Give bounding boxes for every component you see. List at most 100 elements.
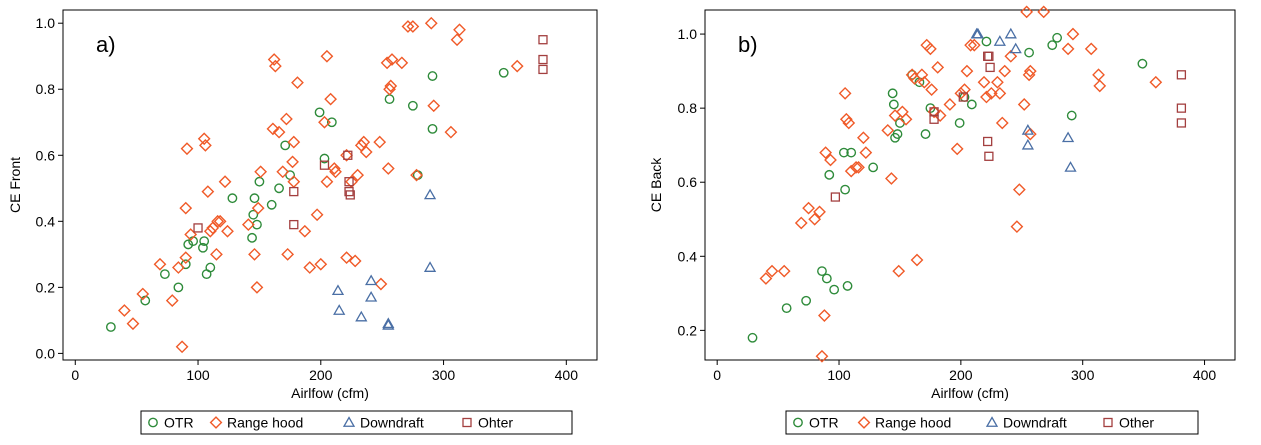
data-point (998, 64, 1012, 78)
data-point (980, 90, 993, 104)
data-point (1084, 42, 1098, 56)
data-point (276, 165, 290, 179)
y-axis-title: CE Back (648, 157, 664, 212)
data-point (1017, 98, 1031, 111)
data-point (840, 184, 851, 195)
legend-box (785, 410, 1199, 435)
data-point (310, 208, 324, 222)
y-tick-label: 0.2 (36, 279, 56, 295)
data-point (925, 83, 939, 97)
data-point (808, 212, 822, 226)
data-point (781, 303, 792, 314)
data-point (917, 75, 931, 89)
data-point (765, 264, 779, 278)
data-point (1066, 27, 1080, 41)
data-point (175, 340, 189, 354)
data-point (924, 42, 937, 56)
data-point (813, 205, 826, 219)
data-point (950, 142, 964, 156)
data-point (819, 146, 833, 159)
data-point (298, 224, 312, 238)
data-point (254, 165, 268, 179)
data-point (184, 228, 198, 241)
data-point (211, 214, 225, 228)
y-tick-label: 0.8 (36, 81, 56, 97)
data-point (829, 284, 840, 295)
data-point (1004, 49, 1018, 63)
legend: OTR Range hood Downdraft Ohter (140, 410, 573, 435)
data-point (344, 186, 354, 197)
x-axis-title: Airlfow (cfm) (931, 385, 1009, 401)
data-point (993, 86, 1007, 100)
x-tick-label: 200 (949, 367, 973, 383)
data-point (1093, 79, 1107, 93)
data-point (1010, 220, 1024, 234)
data-point (954, 86, 968, 100)
data-point (327, 162, 341, 175)
x-axis-title: Airlfow (cfm) (291, 385, 369, 401)
data-point (427, 71, 438, 81)
data-point (818, 309, 831, 322)
data-point (933, 109, 947, 122)
data-point (821, 273, 832, 284)
data-point (254, 176, 265, 187)
data-point (538, 54, 548, 65)
data-point (406, 20, 420, 33)
data-point (333, 304, 346, 315)
data-point (444, 125, 458, 139)
legend: OTR Range hood Downdraft Other (785, 410, 1199, 435)
data-point (1021, 138, 1034, 150)
legend-marker-square (462, 417, 472, 428)
data-point (1037, 5, 1051, 19)
data-point (248, 209, 259, 220)
data-point (314, 107, 325, 118)
data-point (849, 161, 863, 174)
data-point (958, 92, 968, 102)
panel-label: b) (738, 32, 758, 57)
data-point (318, 115, 331, 129)
data-point (203, 224, 217, 238)
data-point (395, 56, 409, 70)
data-point (183, 239, 194, 250)
x-tick-label: 0 (71, 367, 79, 383)
legend-label: Other (1119, 415, 1154, 431)
legend-label: Range hood (875, 415, 951, 431)
legend-marker-square (1103, 417, 1113, 428)
data-point (267, 53, 281, 66)
data-point (289, 219, 299, 230)
data-point (801, 295, 812, 306)
data-point (266, 122, 280, 136)
data-point (958, 83, 971, 97)
data-point (218, 175, 232, 189)
data-point (830, 192, 841, 202)
legend-label: Downdraft (360, 415, 424, 431)
legend-box (140, 410, 573, 435)
data-point (899, 112, 913, 126)
x-tick-label: 0 (713, 367, 721, 383)
series-range-hood (759, 5, 1163, 363)
data-point (842, 116, 856, 130)
data-point (344, 177, 354, 187)
panel-label: a) (96, 32, 116, 57)
data-point (984, 51, 994, 61)
data-point (985, 62, 995, 73)
data-point (153, 257, 167, 271)
series-downdraft (970, 27, 1077, 172)
data-point (1004, 27, 1017, 39)
data-point (289, 186, 299, 197)
data-point (943, 98, 957, 111)
data-point (329, 165, 342, 179)
data-point (213, 214, 227, 228)
data-point (373, 135, 387, 149)
data-point (920, 129, 931, 139)
data-point (199, 236, 210, 247)
data-point (199, 138, 212, 152)
data-point (881, 123, 895, 137)
data-point (759, 272, 773, 285)
data-point (538, 35, 548, 45)
data-point (991, 75, 1004, 89)
data-point (424, 16, 438, 30)
data-point (359, 145, 373, 159)
data-point (887, 88, 898, 99)
